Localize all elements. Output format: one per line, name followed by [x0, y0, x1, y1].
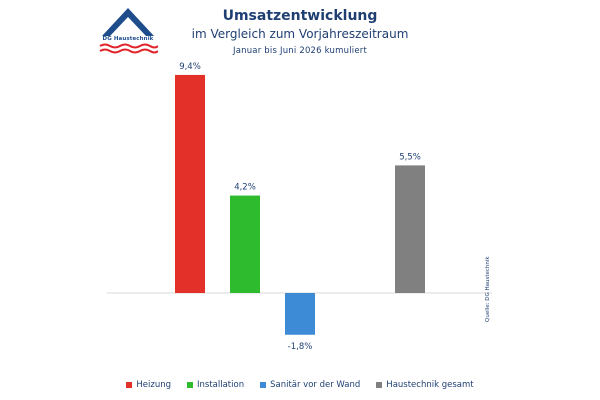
- legend-swatch-2: [260, 382, 267, 388]
- chart-title: Umsatzentwicklung: [222, 8, 378, 24]
- legend-label-3: Haustechnik gesamt: [386, 380, 474, 390]
- chart-note: Januar bis Juni 2026 kumuliert: [233, 46, 367, 56]
- company-logo: [99, 8, 158, 54]
- logo-text: DG Haustechnik: [102, 36, 154, 42]
- legend-label-2: Sanitär vor der Wand: [270, 380, 361, 390]
- data-label-0: 9,4%: [179, 62, 201, 72]
- legend-swatch-3: [376, 382, 383, 388]
- data-label-2: -1,8%: [288, 342, 313, 352]
- data-label-1: 4,2%: [234, 183, 256, 193]
- logo-roof-icon: [102, 8, 154, 36]
- legend-swatch-1: [187, 382, 194, 388]
- chart-subtitle: im Vergleich zum Vorjahreszeitraum: [191, 27, 409, 41]
- legend-swatch-0: [126, 382, 133, 388]
- bar-0: [175, 74, 205, 293]
- bar-1: [230, 195, 260, 293]
- source-note: Quelle: DG Haustechnik: [485, 256, 491, 322]
- logo-wave-icon: [99, 43, 158, 49]
- bar-2: [285, 293, 315, 335]
- legend-item-1: Installation: [187, 380, 244, 390]
- legend-item-0: Heizung: [126, 380, 171, 390]
- legend-item-2: Sanitär vor der Wand: [260, 380, 360, 390]
- legend-label-1: Installation: [197, 380, 245, 390]
- data-label-3: 5,5%: [399, 152, 421, 162]
- legend-label-0: Heizung: [136, 380, 172, 390]
- bar-3: [395, 165, 425, 293]
- chart-legend: Heizung Installation Sanitär vor der Wand H…: [0, 380, 600, 390]
- legend-item-3: Haustechnik gesamt: [376, 380, 474, 390]
